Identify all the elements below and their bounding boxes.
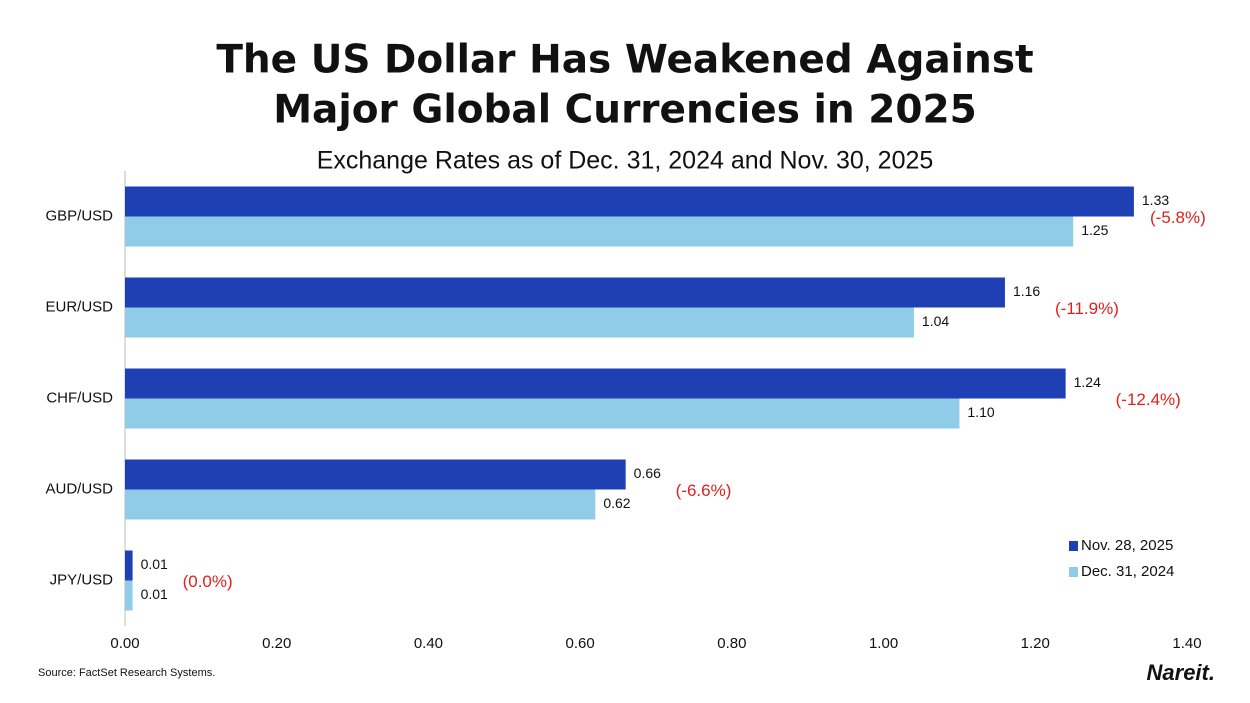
logo: Nareit. bbox=[1147, 660, 1215, 685]
annotation: (-11.9%) bbox=[1055, 299, 1119, 318]
source-note: Source: FactSet Research Systems. bbox=[38, 667, 215, 679]
x-tick-label: 0.80 bbox=[717, 635, 746, 652]
bar bbox=[125, 489, 596, 520]
bar bbox=[125, 459, 626, 490]
x-tick-label: 0.00 bbox=[110, 635, 139, 652]
bar bbox=[125, 186, 1134, 217]
x-tick-label: 0.60 bbox=[566, 635, 595, 652]
chart-title: The US Dollar Has Weakened Against bbox=[216, 38, 1033, 83]
x-tick-label: 0.40 bbox=[414, 635, 443, 652]
legend-label: Dec. 31, 2024 bbox=[1081, 563, 1174, 580]
x-tick-label: 1.40 bbox=[1172, 635, 1201, 652]
bar bbox=[125, 216, 1074, 247]
value-label: 1.33 bbox=[1142, 192, 1169, 208]
value-label: 1.04 bbox=[922, 313, 949, 329]
legend-label: Nov. 28, 2025 bbox=[1081, 537, 1173, 554]
x-tick-label: 1.00 bbox=[869, 635, 898, 652]
value-label: 0.01 bbox=[141, 556, 168, 572]
x-tick-label: 0.20 bbox=[262, 635, 291, 652]
chart-title: Major Global Currencies in 2025 bbox=[273, 88, 977, 133]
annotation: (-5.8%) bbox=[1150, 208, 1206, 227]
y-tick-label: CHF/USD bbox=[46, 389, 113, 406]
annotation: (-6.6%) bbox=[676, 481, 732, 500]
y-tick-label: AUD/USD bbox=[45, 480, 113, 497]
value-label: 1.24 bbox=[1074, 374, 1101, 390]
bar bbox=[125, 277, 1005, 308]
value-label: 1.10 bbox=[967, 404, 994, 420]
x-tick-label: 1.20 bbox=[1021, 635, 1050, 652]
value-label: 1.25 bbox=[1081, 222, 1108, 238]
bar bbox=[125, 368, 1066, 399]
value-label: 0.66 bbox=[634, 465, 661, 481]
legend-swatch bbox=[1069, 541, 1078, 551]
bar bbox=[125, 398, 960, 429]
value-label: 1.16 bbox=[1013, 283, 1040, 299]
y-tick-label: EUR/USD bbox=[45, 298, 113, 315]
bar bbox=[125, 307, 914, 338]
y-tick-label: GBP/USD bbox=[45, 207, 113, 224]
y-tick-label: JPY/USD bbox=[50, 571, 114, 588]
value-label: 0.62 bbox=[603, 495, 630, 511]
value-label: 0.01 bbox=[141, 586, 168, 602]
annotation: (-12.4%) bbox=[1116, 390, 1181, 409]
annotation: (0.0%) bbox=[183, 572, 233, 591]
legend-swatch bbox=[1069, 567, 1078, 577]
chart-subtitle: Exchange Rates as of Dec. 31, 2024 and N… bbox=[317, 147, 934, 175]
bar bbox=[125, 580, 133, 611]
bar bbox=[125, 550, 133, 581]
